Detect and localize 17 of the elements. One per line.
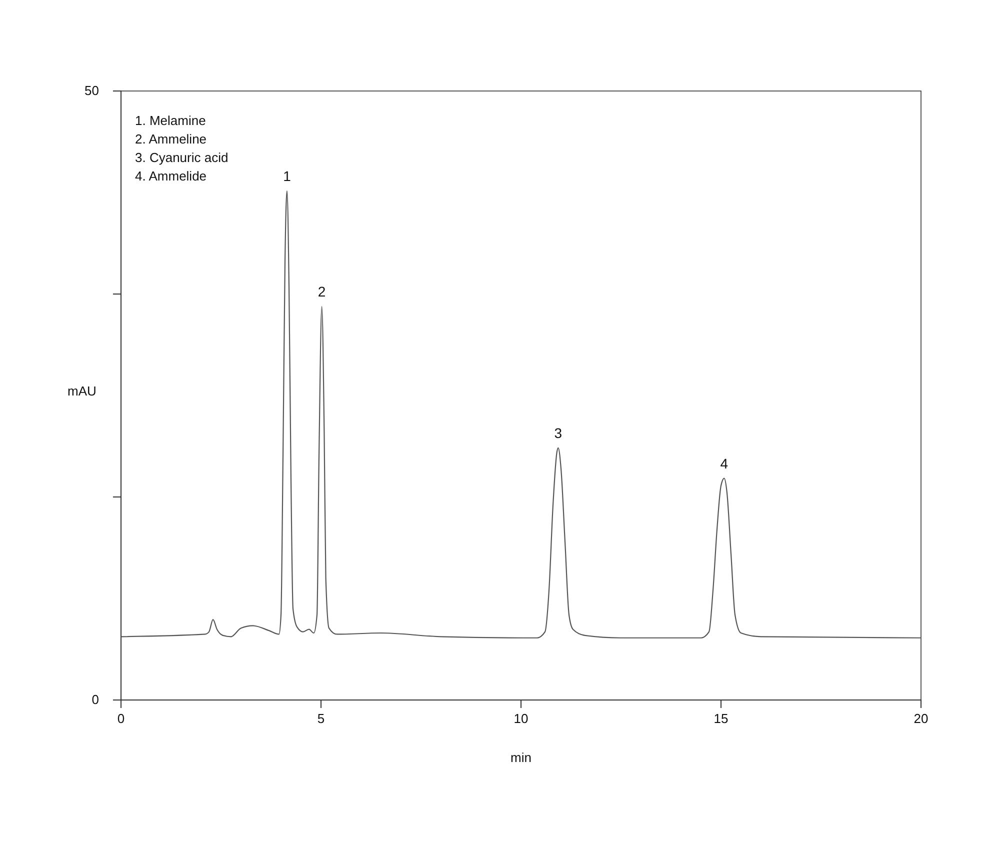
y-axis-title: mAU	[68, 384, 96, 398]
y-tick-label: 50	[84, 83, 99, 98]
annotation: 2. Ammeline	[135, 132, 207, 146]
x-tick-label: 5	[317, 711, 325, 726]
x-tick-label: 10	[514, 711, 528, 726]
line-series	[120, 190, 922, 638]
x-tick-label: 15	[714, 711, 728, 726]
annotation: 2	[318, 284, 326, 300]
annotation: 3	[554, 424, 562, 441]
annotation: 1. Melamine	[135, 113, 206, 128]
annotation: 4. Ammelide	[135, 168, 207, 184]
annotation: 4	[720, 455, 728, 472]
x-tick-label: 0	[117, 711, 125, 726]
annotation: 3. Cyanuric acid	[135, 150, 228, 165]
x-axis-title: min	[510, 750, 532, 765]
annotation: 1	[283, 168, 292, 184]
x-tick-label: 20	[914, 711, 928, 726]
